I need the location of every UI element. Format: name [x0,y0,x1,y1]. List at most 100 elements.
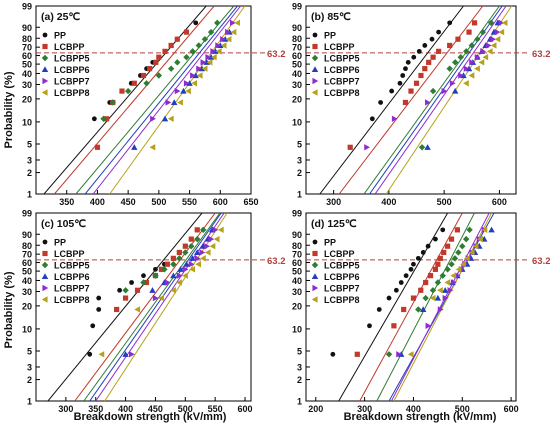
data-point-lcbpp5 [429,287,437,294]
y-tick-label: 1 [297,397,302,407]
data-point-lcbpp [134,287,141,293]
data-point-lcbpp6 [194,249,201,256]
fit-line-lcbpp6 [84,6,238,194]
legend-label-pp: PP [324,31,336,41]
x-tick-label: 650 [243,197,258,207]
data-point-lcbpp [432,266,439,272]
data-point-lcbpp6 [186,80,193,86]
data-point-lcbpp5 [194,235,201,243]
y-axis-label-bottom: Probability (%) [3,271,15,348]
y-tick-label: 5 [27,346,32,356]
data-point-lcbpp6 [171,99,178,106]
data-point-lcbpp6 [441,287,449,293]
data-point-lcbpp5 [468,42,475,49]
data-point-pp [369,116,375,122]
data-point-pp [416,48,422,54]
data-point-pp [403,273,409,279]
data-point-lcbpp [427,273,434,279]
data-point-lcbpp5 [122,287,129,294]
x-tick-label: 350 [59,197,74,207]
data-point-lcbpp8 [472,243,479,250]
y-tick-label: 70 [22,250,32,260]
y-tick-label: 5 [27,139,32,149]
data-point-lcbpp5 [385,351,393,358]
data-point-lcbpp8 [215,48,222,55]
data-point-lcbpp8 [230,28,237,36]
data-point-pp [378,100,384,105]
legend-label-lcbpp6: LCBPP6 [324,272,360,282]
data-point-lcbpp7 [437,306,444,313]
data-point-lcbpp [147,66,153,72]
x-tick-label: 400 [90,197,105,207]
data-point-lcbpp5 [170,261,177,268]
plot-frame [35,212,252,402]
x-tick-label: 450 [121,197,136,207]
fit-line-lcbpp5 [376,213,475,401]
data-point-lcbpp7 [205,54,212,61]
data-point-lcbpp5 [418,144,426,151]
reference-line-label: 63.2 [267,256,286,267]
y-tick-label: 50 [292,267,302,277]
data-point-lcbpp6 [122,351,129,357]
data-point-lcbpp7 [200,59,207,66]
legend-marker-lcbpp7 [42,284,49,292]
y-tick-label: 1 [27,190,32,200]
legend-label-lcbpp5: LCBPP5 [324,54,360,64]
data-point-lcbpp7 [364,144,370,151]
data-point-lcbpp [437,255,443,261]
data-point-lcbpp8 [204,249,211,256]
data-point-lcbpp8 [407,351,414,358]
data-point-lcbpp6 [207,54,215,60]
data-point-lcbpp8 [498,28,505,36]
data-point-pp [405,59,411,65]
data-point-lcbpp [156,54,162,60]
data-point-lcbpp [122,295,129,301]
y-axis-label-top: Probability (%) [3,71,15,148]
legend-marker-lcbpp8 [41,89,48,96]
data-point-pp [425,243,431,249]
data-point-lcbpp7 [454,272,461,279]
data-point-lcbpp7 [210,48,217,55]
data-point-lcbpp [435,261,441,267]
data-point-lcbpp8 [225,36,232,43]
legend-marker-lcbpp5 [41,54,49,62]
data-point-pp [433,236,438,242]
data-point-lcbpp [174,36,180,42]
y-tick-label: 60 [22,258,32,268]
fit-line-lcbpp [359,213,463,401]
plot-frame [35,5,252,195]
legend-label-lcbpp7: LCBPP7 [324,284,360,294]
data-point-lcbpp8 [170,287,176,294]
data-point-lcbpp6 [183,261,190,267]
data-point-pp [436,29,442,35]
data-point-lcbpp6 [203,59,210,65]
plot-frame [305,5,517,195]
x-tick-label: 600 [492,197,507,207]
x-tick-label: 400 [381,197,396,207]
data-point-pp [420,250,426,255]
data-point-lcbpp8 [98,351,105,358]
data-point-lcbpp5 [188,243,195,250]
panel-title: (d) 125℃ [311,218,357,230]
data-point-lcbpp8 [490,42,497,49]
data-point-lcbpp5 [466,226,473,234]
fit-line-lcbpp [54,6,215,194]
y-tick-label: 5 [297,346,302,356]
legend-label-pp: PP [54,31,66,41]
data-point-lcbpp7 [469,59,475,66]
x-axis-label-left: Breakdown strength (kV/mm) [74,411,227,423]
y-tick-label: 90 [292,23,302,33]
data-point-lcbpp6 [177,266,184,272]
legend-label-lcbpp: LCBPP [54,249,85,259]
x-tick-label: 350 [88,404,103,414]
data-point-lcbpp8 [134,306,141,313]
legend-marker-lcbpp5 [41,261,49,269]
legend-label-lcbpp8: LCBPP8 [324,295,360,305]
data-point-lcbpp5 [161,266,168,273]
y-tick-label: 20 [22,94,32,104]
y-tick-label: 10 [292,324,302,334]
data-point-lcbpp5 [176,255,183,262]
data-point-lcbpp7 [498,19,505,27]
x-tick-label: 450 [148,404,163,414]
